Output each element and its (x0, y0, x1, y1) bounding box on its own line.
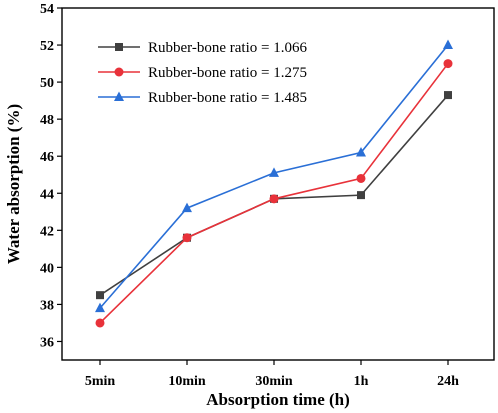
series-3 (95, 39, 453, 313)
legend-label: Rubber-bone ratio = 1.275 (148, 65, 307, 81)
y-tick-label: 36 (40, 335, 54, 350)
x-axis-ticks: 5min 10min 30min 1h 24h (85, 360, 459, 389)
x-tick-label: 5min (85, 374, 116, 389)
y-tick-label: 54 (40, 2, 54, 17)
data-point (443, 39, 453, 50)
legend-label: Rubber-bone ratio = 1.485 (148, 90, 307, 106)
legend-label: Rubber-bone ratio = 1.066 (148, 40, 307, 56)
y-tick-label: 38 (40, 298, 54, 313)
data-point (95, 318, 105, 328)
data-point (356, 147, 366, 157)
plot-frame (61, 7, 495, 361)
x-axis-title: Absorption time (h) (206, 390, 350, 409)
x-tick-label: 10min (168, 374, 206, 389)
data-point (444, 91, 452, 100)
legend: Rubber-bone ratio = 1.066 Rubber-bone rat… (98, 40, 307, 106)
data-point (356, 173, 366, 183)
legend-marker (114, 91, 124, 101)
data-point (269, 194, 279, 204)
legend-item: Rubber-bone ratio = 1.485 (98, 90, 307, 106)
legend-marker (115, 43, 123, 51)
legend-item: Rubber-bone ratio = 1.275 (98, 65, 307, 81)
legend-marker (114, 67, 124, 77)
data-point (182, 202, 192, 213)
y-tick-label: 50 (40, 76, 54, 91)
data-point (269, 167, 279, 177)
x-tick-label: 30min (255, 374, 293, 389)
y-tick-label: 46 (40, 150, 54, 165)
series-2 (95, 59, 453, 328)
data-point (443, 59, 453, 69)
y-tick-label: 42 (40, 224, 54, 239)
y-axis-title: Water absorption (%) (4, 104, 23, 264)
x-tick-label: 24h (437, 374, 459, 389)
data-point (182, 233, 192, 243)
y-tick-label: 52 (40, 39, 54, 54)
y-tick-label: 48 (40, 113, 54, 128)
legend-item: Rubber-bone ratio = 1.066 (98, 40, 307, 56)
y-axis-ticks: 36 38 40 42 44 46 48 50 52 54 (40, 2, 62, 350)
data-point (95, 302, 105, 313)
axes (61, 7, 495, 361)
data-point (96, 291, 104, 300)
data-point (357, 191, 365, 200)
x-tick-label: 1h (354, 374, 369, 389)
series-layer (95, 39, 453, 328)
y-tick-label: 40 (40, 261, 54, 276)
y-tick-label: 44 (40, 187, 54, 202)
